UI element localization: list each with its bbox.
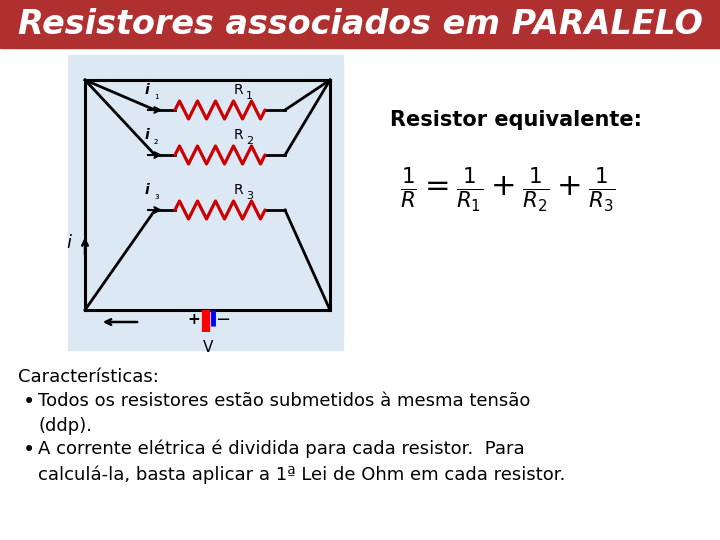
Text: •: • [23, 440, 35, 460]
Text: i: i [145, 183, 149, 197]
Text: Resistor equivalente:: Resistor equivalente: [390, 110, 642, 130]
Text: −: − [215, 311, 230, 329]
Text: i: i [145, 128, 149, 142]
Text: ₃: ₃ [154, 191, 158, 201]
Text: ₁: ₁ [154, 91, 158, 101]
Text: R: R [233, 183, 243, 197]
Text: A corrente elétrica é dividida para cada resistor.  Para: A corrente elétrica é dividida para cada… [38, 440, 525, 458]
Text: ₂: ₂ [154, 136, 158, 146]
Bar [68, 55, 343, 350]
Text: 1: 1 [246, 91, 253, 101]
Text: $\frac{1}{R} = \frac{1}{R_1} + \frac{1}{R_2} + \frac{1}{R_3}$: $\frac{1}{R} = \frac{1}{R_1} + \frac{1}{… [400, 165, 616, 214]
Text: +: + [187, 313, 200, 327]
Text: 3: 3 [246, 191, 253, 201]
Text: 2: 2 [246, 136, 253, 146]
Text: Características:: Características: [18, 368, 159, 386]
Text: i: i [145, 83, 149, 97]
Text: •: • [23, 392, 35, 412]
Text: i: i [66, 233, 71, 252]
Text: (ddp).: (ddp). [38, 417, 92, 435]
Text: calculá-la, basta aplicar a 1ª Lei de Ohm em cada resistor.: calculá-la, basta aplicar a 1ª Lei de Oh… [38, 465, 565, 483]
Text: Todos os resistores estão submetidos à mesma tensão: Todos os resistores estão submetidos à m… [38, 392, 531, 410]
Bar [0, 0, 720, 48]
Text: V: V [203, 340, 214, 355]
Text: R: R [233, 128, 243, 142]
Text: Resistores associados em PARALELO: Resistores associados em PARALELO [17, 8, 703, 40]
Text: R: R [233, 83, 243, 97]
